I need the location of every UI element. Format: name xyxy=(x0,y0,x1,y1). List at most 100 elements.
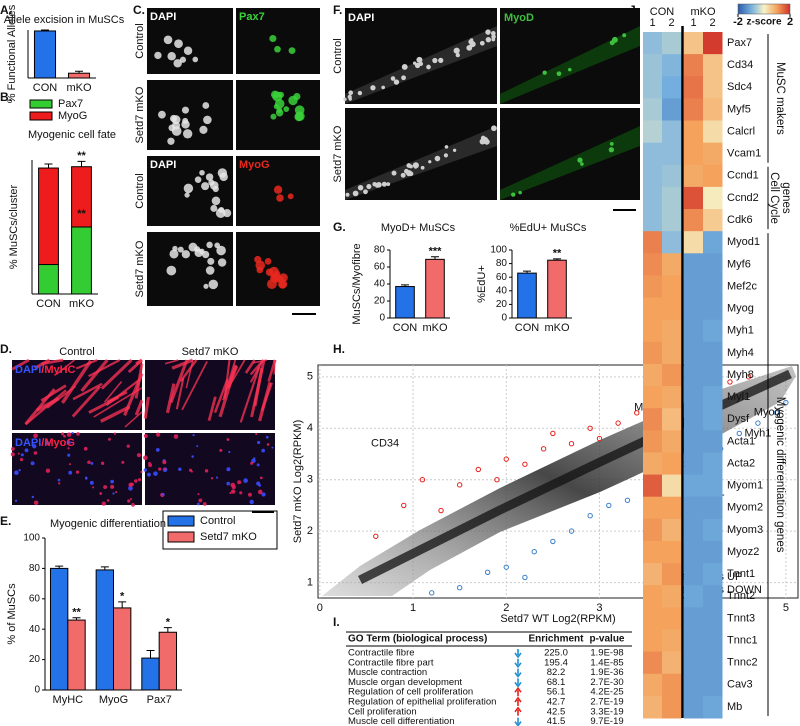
heatmap-cell xyxy=(703,474,723,498)
stain xyxy=(33,451,38,455)
point xyxy=(587,513,593,519)
heatmap-cell xyxy=(662,430,682,453)
nucleus xyxy=(390,76,396,81)
stain xyxy=(58,482,61,485)
bar xyxy=(395,286,415,319)
gene-label: Myh4 xyxy=(727,347,754,359)
stain xyxy=(85,477,88,480)
heatmap-cell xyxy=(684,585,704,608)
nucleus xyxy=(469,38,474,42)
significance-label: * xyxy=(166,617,171,629)
heatmap-cell xyxy=(662,651,682,675)
nucleus xyxy=(479,40,485,46)
channel-label: DAPI xyxy=(150,159,176,171)
nucleus xyxy=(276,194,284,202)
y-tick-label: 1 xyxy=(307,576,313,588)
stain xyxy=(196,502,200,506)
point xyxy=(373,533,379,539)
go-term: Muscle organ development xyxy=(348,677,462,688)
nucleus xyxy=(469,41,476,48)
row-group-label: Cell Cycle xyxy=(768,172,780,224)
heatmap-cell xyxy=(643,408,663,431)
nucleus xyxy=(265,268,274,276)
channel-label-part: /MyoG xyxy=(41,437,75,449)
gene-label: Mef2c xyxy=(727,280,757,292)
heatmap-cell xyxy=(703,540,723,564)
nucleus xyxy=(154,51,162,60)
y-axis-label: Setd7 mKO Log2(RPKM) xyxy=(292,420,304,544)
nucleus xyxy=(205,173,214,181)
fibre xyxy=(222,359,237,401)
nucleus xyxy=(611,36,618,43)
stain xyxy=(131,502,135,507)
nucleus xyxy=(273,185,283,194)
nucleus xyxy=(432,57,438,64)
y-axis-label: % Functional Alleles xyxy=(6,4,18,103)
gene-label: Myf5 xyxy=(727,103,751,115)
stain xyxy=(243,478,248,483)
fibre xyxy=(143,396,150,419)
significance-label: ** xyxy=(72,607,81,619)
fibre xyxy=(72,382,103,401)
chart-title: MyoD+ MuSCs xyxy=(381,222,456,234)
nucleus xyxy=(453,47,460,54)
fibre xyxy=(56,359,76,375)
chart-title: Myogenic differentiation xyxy=(50,518,166,530)
heatmap-cell xyxy=(684,363,704,387)
nucleus xyxy=(438,57,444,63)
direction-arrow xyxy=(514,696,522,706)
heatmap-cell xyxy=(703,341,723,365)
x-tick-label: CON xyxy=(515,322,540,334)
channel-label: MyoG xyxy=(239,159,270,171)
enrichment: 82.2 xyxy=(547,667,566,678)
gene-label: Myom3 xyxy=(727,524,763,536)
stain xyxy=(178,467,182,471)
heatmap-cell xyxy=(703,209,723,232)
nucleus xyxy=(491,125,497,132)
nucleus xyxy=(208,279,219,290)
x-tick-label: CON xyxy=(33,82,58,94)
stain xyxy=(89,480,94,485)
stain xyxy=(231,490,234,493)
y-tick-label: 2 xyxy=(307,525,313,537)
heatmap-cell xyxy=(643,673,663,697)
stain xyxy=(137,478,142,482)
image-column-label: Setd7 mKO xyxy=(182,346,239,358)
stain xyxy=(17,452,20,455)
heatmap-cell xyxy=(684,275,704,299)
heatmap-cell xyxy=(684,341,704,365)
heatmap-cell xyxy=(662,231,682,254)
nucleus xyxy=(278,281,287,289)
heatmap-cell xyxy=(662,209,682,232)
nucleus xyxy=(406,163,412,168)
myofibre xyxy=(500,26,640,104)
fibre xyxy=(134,399,144,416)
stain xyxy=(198,498,203,503)
gene-label: Myh1 xyxy=(744,427,771,439)
nucleus xyxy=(412,61,417,65)
nucleus xyxy=(347,94,352,100)
fibre xyxy=(100,405,131,423)
nucleus xyxy=(199,169,205,176)
x-tick-label: 3 xyxy=(596,602,602,614)
enrichment: 42.5 xyxy=(547,706,566,717)
y-tick-label: 0 xyxy=(501,313,507,324)
y-tick-label: 20 xyxy=(496,299,508,310)
point xyxy=(550,430,556,437)
nucleus xyxy=(401,63,408,70)
heatmap-cell xyxy=(703,651,723,675)
nucleus xyxy=(199,125,208,134)
point xyxy=(419,476,426,483)
nucleus xyxy=(370,85,376,91)
heatmap-cell xyxy=(662,363,682,387)
nucleus xyxy=(567,67,572,72)
stain xyxy=(108,437,111,441)
legend-swatch xyxy=(167,515,195,527)
go-term: Regulation of cell proliferation xyxy=(348,687,473,698)
gene-label: Sdc4 xyxy=(727,81,752,93)
stain xyxy=(112,492,115,495)
panel-label: C. xyxy=(133,3,145,17)
fibre xyxy=(11,358,30,371)
stain xyxy=(204,469,209,473)
nucleus xyxy=(217,258,227,267)
